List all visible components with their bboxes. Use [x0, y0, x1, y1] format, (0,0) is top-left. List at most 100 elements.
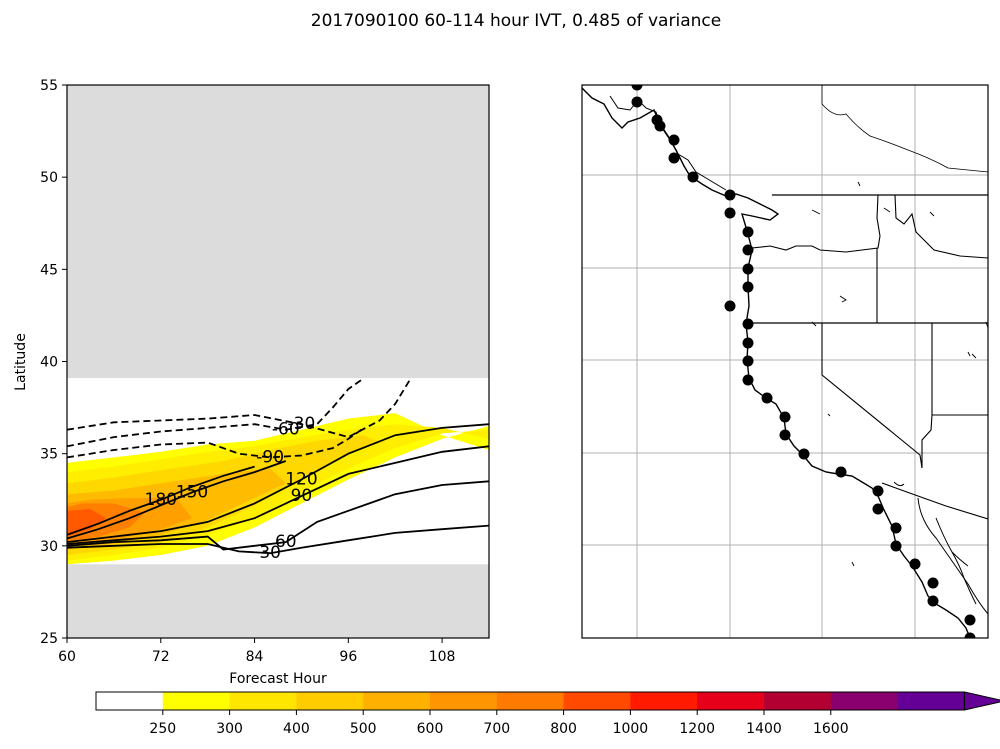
- station-marker: [742, 355, 754, 367]
- station-marker: [835, 466, 847, 478]
- station-marker: [890, 522, 902, 534]
- map-borders: [749, 85, 988, 615]
- station-marker: [872, 503, 884, 515]
- y-tick-label: 55: [40, 78, 58, 94]
- ivt-band-800: [67, 509, 107, 537]
- contour-line-90: [67, 445, 489, 545]
- y-tick-label: 45: [40, 262, 58, 278]
- contour-line--60: [67, 377, 365, 448]
- station-marker: [742, 263, 754, 275]
- masked-region-2: [67, 564, 489, 638]
- contour-label-60: 60: [275, 532, 297, 552]
- station-marker: [909, 558, 921, 570]
- colorbar-swatch: [96, 692, 164, 710]
- map-graticule: [582, 85, 988, 638]
- colorbar-swatch: [764, 692, 832, 710]
- contour-axis-ticks: 60 72 84 96 108 25 30 35 40 45 50 55: [40, 78, 455, 665]
- map-area: [582, 85, 988, 638]
- contour-label-150: 150: [176, 482, 208, 502]
- station-marker: [890, 540, 902, 552]
- station-marker: [668, 134, 680, 146]
- station-marker: [631, 96, 643, 108]
- colorbar-tick-label: 1000: [613, 721, 649, 737]
- colorbar-swatch: [229, 692, 297, 710]
- colorbar-tick-label: 600: [417, 721, 444, 737]
- contour-label-90: 90: [291, 486, 313, 506]
- colorbar: 250 300 400 500 600 700 800 1000 1200 1400 1600: [95, 691, 1000, 737]
- y-axis-label: Latitude: [13, 333, 29, 391]
- colorbar-swatch: [563, 692, 631, 710]
- map-axes-frame: [581, 84, 989, 639]
- station-markers: [631, 85, 976, 638]
- x-tick-label: 84: [246, 649, 264, 665]
- contour-line--90: [67, 427, 365, 459]
- colorbar-tick-label: 500: [350, 721, 377, 737]
- contour-line-120: [67, 423, 489, 543]
- baja-gulf-coast: [935, 517, 977, 605]
- colorbar-ticks: 250 300 400 500 600 700 800 1000 1200 1400 1600: [149, 710, 849, 737]
- colorbar-tick-label: 800: [550, 721, 577, 737]
- contour-line-150: [67, 460, 287, 540]
- colorbar-tick-label: 250: [149, 721, 176, 737]
- colorbar-swatch: [630, 692, 698, 710]
- colorbar-tick-label: 300: [216, 721, 243, 737]
- station-marker: [779, 429, 791, 441]
- colorbar-tick-label: 1600: [813, 721, 849, 737]
- x-tick-label: 72: [152, 649, 170, 665]
- colorbar-tick-label: 1200: [679, 721, 715, 737]
- colorbar-tick-label: 1400: [746, 721, 782, 737]
- y-tick-label: 35: [40, 447, 58, 463]
- contour-line-30: [67, 524, 489, 555]
- station-marker: [742, 244, 754, 256]
- station-marker: [724, 189, 736, 201]
- colorbar-outline: [95, 691, 965, 711]
- x-tick-label: 96: [339, 649, 357, 665]
- y-tick-label: 50: [40, 170, 58, 186]
- x-tick-label: 60: [58, 649, 76, 665]
- x-axis-label: Forecast Hour: [229, 671, 327, 687]
- station-marker: [631, 85, 643, 91]
- map-panel: [581, 84, 989, 639]
- colorbar-swatch: [697, 692, 765, 710]
- contour-label--30: -30: [288, 414, 316, 434]
- station-marker: [761, 392, 773, 404]
- colorbar-swatch: [496, 692, 565, 710]
- colorbar-tick-label: 700: [483, 721, 510, 737]
- station-marker: [668, 152, 680, 164]
- colorbar-extend-arrow: [963, 691, 1000, 711]
- contour-label-180: 180: [145, 490, 177, 510]
- station-marker: [779, 411, 791, 423]
- y-tick-label: 40: [40, 355, 58, 371]
- masked-region-1: [67, 85, 489, 379]
- y-tick-label: 30: [40, 539, 58, 555]
- station-marker: [724, 207, 736, 219]
- figure-title: 2017090100 60-114 hour IVT, 0.485 of var…: [311, 11, 721, 31]
- contour-label--90: -90: [256, 447, 284, 467]
- y-tick-label: 25: [40, 631, 58, 647]
- contour-label-120: 120: [285, 469, 317, 489]
- station-marker: [687, 171, 699, 183]
- colorbar-swatch: [430, 692, 498, 710]
- station-marker: [964, 614, 976, 626]
- west-coast-coastline: [582, 87, 971, 638]
- station-marker: [927, 595, 939, 607]
- colorbar-swatch: [162, 692, 231, 710]
- contour-line--30: [67, 377, 412, 439]
- station-marker: [964, 632, 976, 638]
- station-marker: [927, 577, 939, 589]
- station-marker: [872, 485, 884, 497]
- station-marker: [742, 374, 754, 386]
- colorbar-swatches: [95, 691, 1000, 711]
- station-marker: [742, 226, 754, 238]
- inland-waters: [609, 95, 727, 191]
- x-tick-label: 108: [429, 649, 456, 665]
- contour-label--60: -60: [272, 420, 300, 440]
- colorbar-swatch: [296, 692, 364, 710]
- colorbar-tick-label: 400: [283, 721, 310, 737]
- colorbar-swatch: [897, 692, 965, 710]
- contour-label-30: 30: [259, 543, 281, 563]
- colorbar-swatch: [363, 692, 431, 710]
